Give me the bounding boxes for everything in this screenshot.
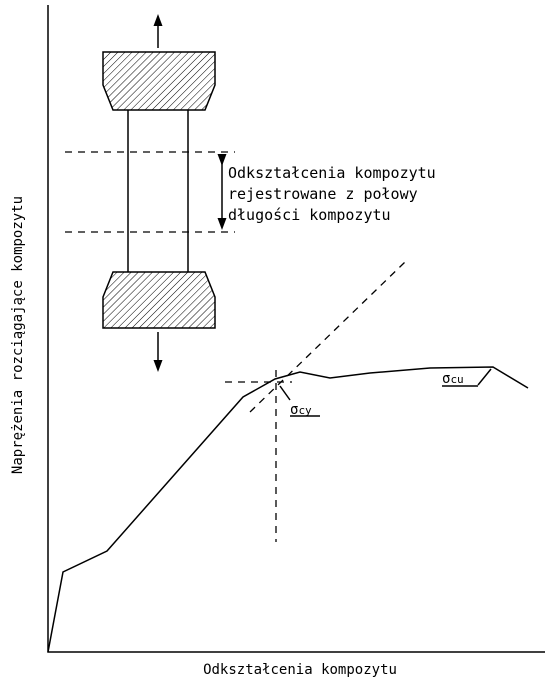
annotation: Odkształcenia kompozytu — [228, 164, 436, 182]
annotation: długości kompozytu — [228, 206, 391, 224]
stress-strain-curve — [47, 366, 529, 653]
bottom-grip — [102, 271, 216, 329]
y-axis-label: Naprężenia rozciągające kompozytu — [10, 196, 26, 474]
x-axis-label: Odkształcenia kompozytu — [203, 662, 397, 678]
tangent-line — [249, 261, 406, 413]
annotation: rejestrowane z połowy — [228, 185, 418, 203]
leader — [477, 368, 492, 386]
top-grip — [102, 51, 216, 111]
leader — [279, 385, 291, 401]
sigma-cu: σcu — [442, 371, 464, 387]
sigma-cy: σcy — [290, 402, 312, 418]
